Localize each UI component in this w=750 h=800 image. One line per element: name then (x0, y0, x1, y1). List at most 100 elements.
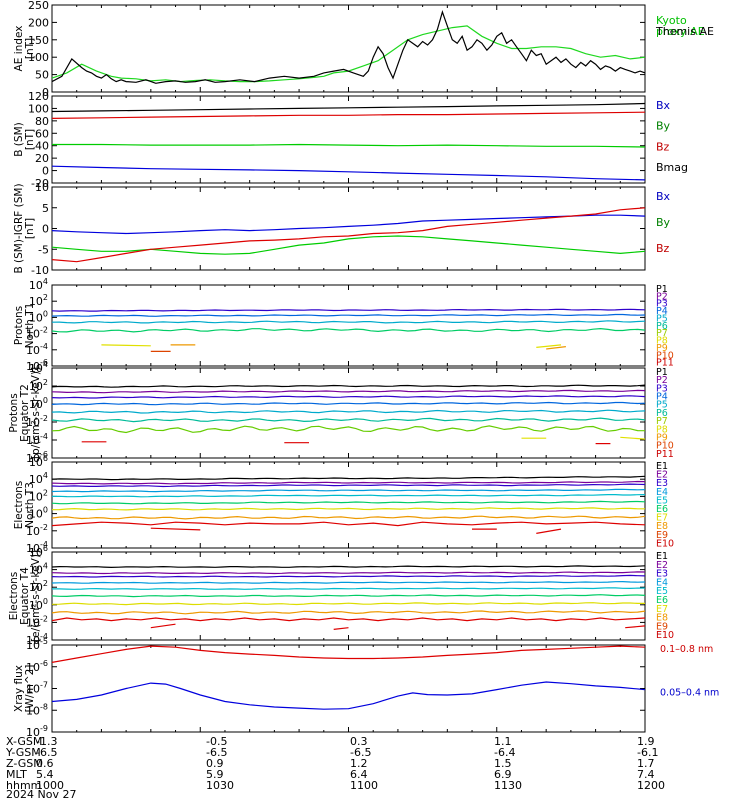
y-axis-title: B (SM)-IGRF (SM) (13, 183, 25, 273)
legend-label: P6 (656, 321, 668, 332)
y-tick-exponent: 6 (43, 454, 48, 463)
legend-label: P8 (656, 424, 668, 435)
y-tick-label: 5 (42, 202, 49, 215)
series-p4 (52, 401, 645, 406)
series-p6 (52, 417, 645, 423)
panel-data (52, 565, 645, 630)
series-e4 (52, 488, 645, 493)
series-e9-segment (536, 528, 562, 534)
series-e4 (52, 580, 645, 584)
y-tick-label: 150 (28, 34, 49, 47)
y-tick-label: 0 (42, 165, 49, 178)
panel-frame (51, 186, 646, 271)
legend-label: Kyoto (656, 14, 687, 27)
legend-label: E7 (656, 513, 668, 524)
y-tick-label: 40 (35, 140, 49, 153)
footer-cell: -6.1 (637, 746, 658, 759)
legend-label: proxy AE (656, 25, 705, 38)
footer-cell: -6.5 (350, 746, 371, 759)
panel-3: -10 -5 0 5 10 B (SM)-IGRF (SM) [nT] Bx By Bz (13, 181, 671, 277)
series-by (52, 143, 645, 148)
legend-label: E9 (656, 530, 668, 541)
series-p5 (52, 320, 645, 324)
legend-label: By (656, 216, 671, 229)
series-p4 (52, 313, 645, 317)
legend-label: P7 (656, 416, 668, 427)
series-p7-segment (536, 344, 562, 348)
y-tick-label: 60 (35, 127, 49, 140)
footer-cell: 0.3 (350, 735, 368, 748)
series-themis-ae (52, 10, 645, 84)
legend-label: P11 (656, 449, 674, 460)
y-tick-exponent: -2 (40, 523, 48, 532)
panel-data (52, 10, 645, 84)
y-tick-exponent: -2 (40, 414, 48, 423)
legend-label: P6 (656, 408, 668, 419)
y-axis-title: Electrons (13, 481, 25, 530)
panel-data (52, 207, 645, 263)
series-e9-segment (333, 627, 349, 630)
y-axis-title: [nT] (24, 38, 36, 59)
y-tick-exponent: -9 (40, 724, 48, 733)
legend-label: E3 (656, 478, 668, 489)
series-bz (52, 111, 645, 119)
series-e8 (52, 610, 645, 615)
legend-label: Bmag (656, 161, 688, 174)
series-e2 (52, 571, 645, 575)
series-p3 (52, 308, 645, 312)
legend-label: P3 (656, 299, 668, 310)
y-axis-title: B (SM) (13, 122, 25, 156)
y-tick-label: 80 (35, 115, 49, 128)
legend-label: P9 (656, 432, 668, 443)
series-p5 (52, 409, 645, 414)
y-axis-title: Xray flux (13, 665, 25, 712)
y-tick-label: 250 (28, 0, 49, 12)
legend-label: E4 (656, 577, 668, 588)
series-e1 (52, 565, 645, 569)
legend-label: P1 (656, 284, 668, 295)
series-e2 (52, 480, 645, 485)
panel-data (52, 102, 645, 181)
legend-label: E2 (656, 470, 668, 481)
legend-label: Themis AE (655, 25, 714, 38)
legend-label: E1 (656, 551, 668, 562)
y-tick-label: 120 (28, 90, 49, 103)
series-p3 (52, 395, 645, 399)
series-e7 (52, 507, 645, 511)
footer-cell: 1000 (36, 779, 64, 792)
legend-label: E4 (656, 487, 668, 498)
series-e7 (52, 602, 645, 606)
footer-cell: 1.7 (637, 757, 655, 770)
footer-cell: 5.4 (36, 768, 54, 781)
y-axis-title: [nT] (24, 129, 36, 150)
y-tick-exponent: 4 (43, 471, 48, 480)
panel-frame (51, 95, 646, 184)
y-tick-exponent: 0 (43, 309, 48, 318)
series-p6 (52, 327, 645, 333)
series-kyoto-proxy-ae (52, 25, 645, 83)
series-e9-segment (625, 625, 645, 629)
panel-data (52, 475, 645, 534)
y-tick-exponent: -6 (40, 659, 48, 668)
footer-row-label: MLT (6, 768, 27, 781)
y-tick-exponent: 4 (43, 562, 48, 571)
y-tick-label: 100 (28, 51, 49, 64)
series-e8 (52, 515, 645, 520)
legend-label: 0.05–0.4 nm (660, 688, 719, 699)
series-p8-segment (620, 436, 645, 440)
series-bmag (52, 102, 645, 113)
y-tick-exponent: 0 (43, 396, 48, 405)
y-tick-label: 0 (42, 86, 49, 99)
y-axis-title: Equator T4 (19, 567, 31, 625)
series-e3 (52, 574, 645, 578)
legend-label: P1 (656, 367, 668, 378)
footer-cell: 5.9 (206, 768, 224, 781)
footer-cell: 6.9 (494, 768, 512, 781)
footer-row-label: hhmm (6, 779, 41, 792)
legend-label: E8 (656, 521, 668, 532)
y-axis-title: Protons (13, 306, 25, 345)
